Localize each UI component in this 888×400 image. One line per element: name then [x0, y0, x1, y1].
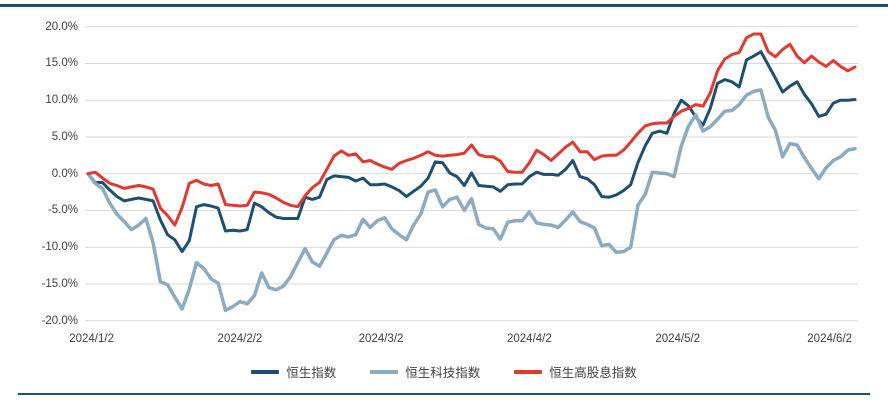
legend-label-hang-seng-high-dividend-index: 恒生高股息指数 — [549, 366, 637, 380]
y-axis-label: 5.0% — [51, 130, 78, 143]
y-axis-label: -20.0% — [41, 314, 78, 327]
x-axis-label: 2024/6/2 — [807, 333, 853, 345]
series-line-hang-seng-tech-index — [86, 88, 857, 313]
legend-swatch-hang-seng-tech-index — [370, 369, 399, 374]
y-axis-label: 15.0% — [45, 57, 78, 70]
legend-label-hang-seng-tech-index: 恒生科技指数 — [405, 366, 481, 380]
x-axis-label: 2024/1/2 — [69, 333, 114, 345]
bottom-border-line — [18, 393, 870, 395]
y-axis-label: -15.0% — [41, 277, 78, 290]
x-axis-label: 2024/4/2 — [506, 333, 552, 345]
legend: 恒生指数 恒生科技指数 恒生高股息指数 — [0, 362, 888, 381]
legend-item-hang-seng-high-dividend-index: 恒生高股息指数 — [514, 362, 637, 381]
y-axis-label: 0.0% — [51, 167, 78, 180]
top-border-line — [0, 4, 888, 7]
y-axis-label: 10.0% — [45, 94, 78, 107]
legend-label-hang-seng-index: 恒生指数 — [286, 366, 337, 380]
series-line-hang-seng-index — [86, 50, 857, 254]
legend-item-hang-seng-tech-index: 恒生科技指数 — [370, 362, 480, 381]
legend-swatch-hang-seng-index — [251, 369, 280, 374]
y-axis-label: -10.0% — [41, 241, 78, 254]
x-axis-label: 2024/5/2 — [655, 333, 701, 345]
y-axis-label: 20.0% — [45, 20, 78, 33]
x-axis-label: 2024/2/2 — [217, 333, 263, 345]
series-line-hang-seng-high-dividend-index — [86, 32, 857, 227]
legend-swatch-hang-seng-high-dividend-index — [514, 369, 543, 374]
legend-item-hang-seng-index: 恒生指数 — [251, 362, 336, 381]
y-axis-label: -5.0% — [47, 204, 78, 217]
x-axis-label: 2024/3/2 — [358, 333, 404, 345]
